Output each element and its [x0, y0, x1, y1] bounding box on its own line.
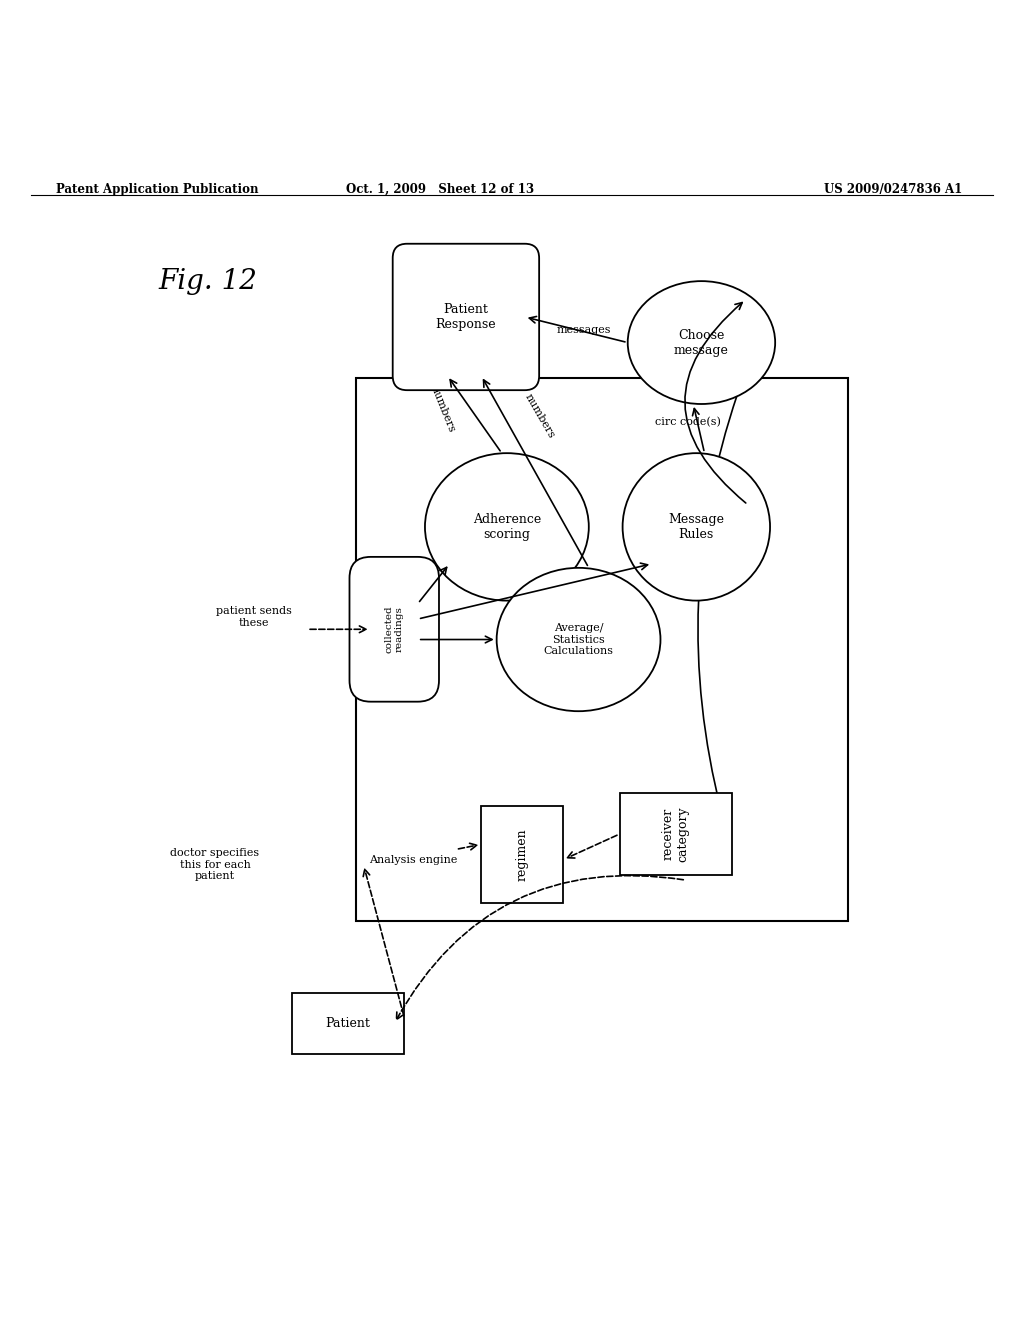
Text: Choose
message: Choose message: [674, 329, 729, 356]
Bar: [356, 379, 848, 921]
Ellipse shape: [623, 453, 770, 601]
Text: collected
readings: collected readings: [385, 606, 403, 653]
FancyBboxPatch shape: [349, 557, 439, 702]
Text: Patient
Response: Patient Response: [435, 304, 497, 331]
Text: regimen: regimen: [516, 828, 528, 880]
Text: Average/
Statistics
Calculations: Average/ Statistics Calculations: [544, 623, 613, 656]
Bar: [620, 793, 732, 875]
Text: messages: messages: [556, 325, 611, 335]
Text: doctor specifies
this for each
patient: doctor specifies this for each patient: [170, 849, 260, 882]
FancyBboxPatch shape: [393, 244, 539, 391]
Text: circ code(s): circ code(s): [655, 417, 721, 428]
Text: patient sends
these: patient sends these: [216, 606, 292, 628]
Ellipse shape: [497, 568, 660, 711]
Ellipse shape: [425, 453, 589, 601]
Text: Oct. 1, 2009   Sheet 12 of 13: Oct. 1, 2009 Sheet 12 of 13: [346, 182, 535, 195]
Text: Message
Rules: Message Rules: [669, 513, 724, 541]
Bar: [481, 807, 563, 903]
Text: Adherence
scoring: Adherence scoring: [473, 513, 541, 541]
Text: Fig. 12: Fig. 12: [159, 268, 258, 294]
Text: numbers: numbers: [523, 392, 556, 441]
Text: numbers: numbers: [428, 384, 457, 434]
Ellipse shape: [628, 281, 775, 404]
Bar: [292, 993, 404, 1055]
Text: Analysis engine: Analysis engine: [369, 854, 457, 865]
Text: US 2009/0247836 A1: US 2009/0247836 A1: [824, 182, 963, 195]
Text: receiver
category: receiver category: [662, 807, 690, 862]
Text: Patient: Patient: [326, 1016, 371, 1030]
Text: Patent Application Publication: Patent Application Publication: [56, 182, 259, 195]
